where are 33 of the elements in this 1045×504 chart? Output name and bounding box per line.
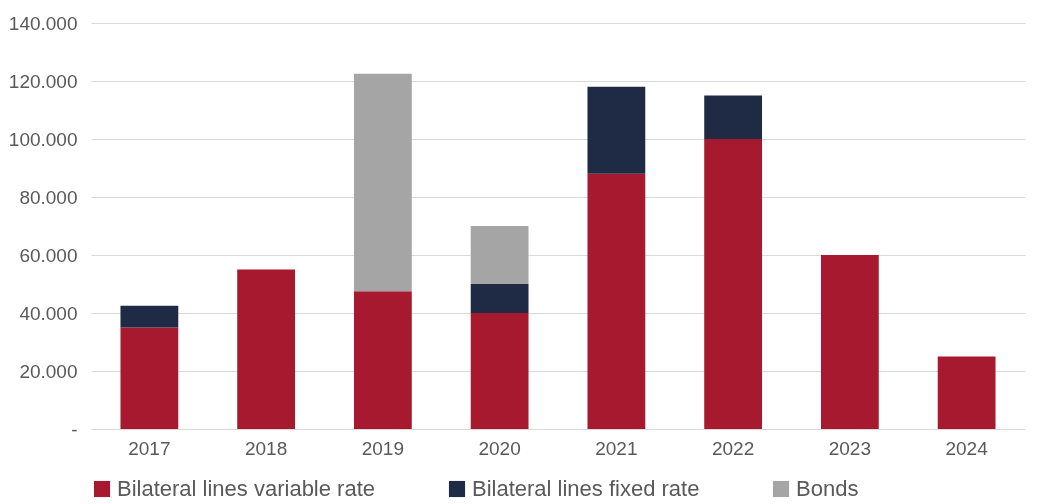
x-tick-label: 2019 [361, 437, 405, 459]
bar [353, 73, 412, 292]
y-tick-label: 60.000 [19, 244, 78, 266]
x-tick-label: 2024 [945, 437, 989, 459]
x-tick-label: 2022 [711, 437, 755, 459]
x-tick-label: 2020 [478, 437, 521, 459]
bar [120, 305, 179, 328]
bar [704, 95, 763, 139]
x-tick-label: 2017 [128, 437, 171, 459]
x-tick-label: 2021 [595, 437, 638, 459]
legend-label: Bonds [796, 476, 859, 501]
bar [470, 284, 529, 313]
y-tick-label: 100.000 [8, 128, 78, 150]
bar [587, 173, 646, 429]
legend-label: Bilateral lines fixed rate [472, 476, 700, 501]
y-tick-label: - [71, 418, 78, 440]
bar [937, 356, 996, 429]
bar [704, 139, 763, 429]
bar [353, 291, 412, 429]
bar [587, 86, 646, 174]
bar [470, 313, 529, 429]
y-tick-label: 40.000 [19, 302, 78, 324]
bar [820, 255, 879, 429]
bar [470, 226, 529, 284]
y-tick-label: 20.000 [19, 360, 78, 382]
bar [237, 269, 296, 429]
legend-label: Bilateral lines variable rate [117, 476, 376, 501]
y-tick-label: 140.000 [8, 12, 78, 34]
bar [120, 327, 179, 429]
x-tick-label: 2018 [244, 437, 288, 459]
y-tick-label: 120.000 [8, 70, 78, 92]
x-tick-label: 2023 [828, 437, 872, 459]
y-tick-label: 80.000 [19, 186, 78, 208]
